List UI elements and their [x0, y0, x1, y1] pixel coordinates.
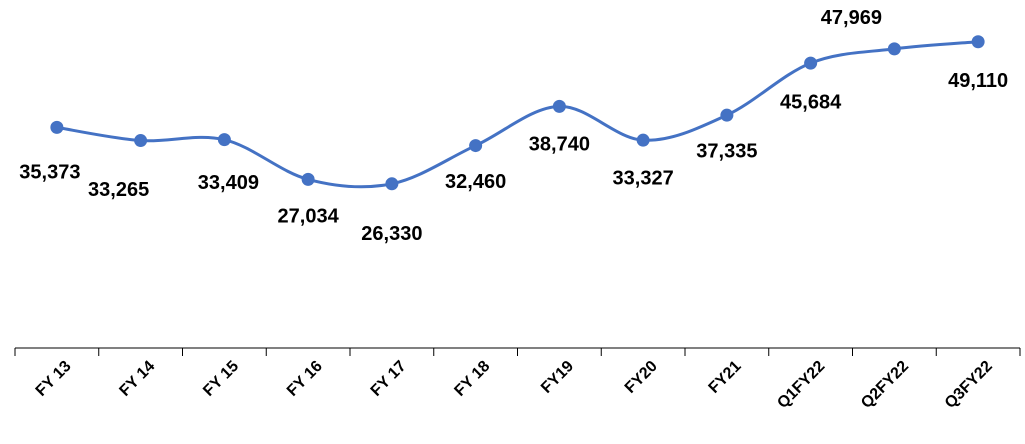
x-tick-label: FY 14 [116, 358, 158, 400]
line [56, 40, 979, 189]
data-label: 49,110 [948, 70, 1008, 92]
x-tick-label: FY 16 [284, 358, 326, 400]
x-tick-label: Q1FY22 [774, 358, 828, 412]
data-label: 27,034 [278, 206, 340, 228]
point [971, 35, 985, 49]
data-label: 33,327 [613, 167, 674, 189]
point [636, 133, 650, 147]
data-label: 33,265 [88, 179, 149, 201]
point [720, 108, 734, 122]
data-label: 45,684 [780, 91, 842, 113]
data-label: 33,409 [198, 172, 259, 194]
x-tick-label: FY20 [622, 358, 661, 397]
x-tick-label: Q3FY22 [942, 358, 996, 412]
point [552, 99, 566, 113]
data-label: 38,740 [529, 134, 590, 156]
point [469, 139, 483, 153]
data-label: 37,335 [696, 140, 757, 162]
point [385, 177, 399, 191]
point [804, 56, 818, 70]
point [134, 134, 148, 148]
x-tick-label: FY19 [538, 358, 577, 397]
data-label: 35,373 [19, 162, 80, 184]
data-label: 32,460 [445, 171, 506, 193]
point [887, 42, 901, 56]
x-tick-label: FY21 [706, 358, 745, 397]
point [50, 120, 64, 134]
data-label: 47,969 [821, 7, 882, 29]
x-tick-label: Q2FY22 [858, 358, 912, 412]
x-tick-label: FY 18 [451, 358, 493, 400]
x-tick-label: FY 13 [33, 358, 75, 400]
x-tick-label: FY 17 [368, 358, 410, 400]
point [301, 172, 315, 186]
point [217, 133, 231, 147]
data-label: 26,330 [361, 223, 422, 245]
x-tick-label: FY 15 [200, 358, 242, 400]
